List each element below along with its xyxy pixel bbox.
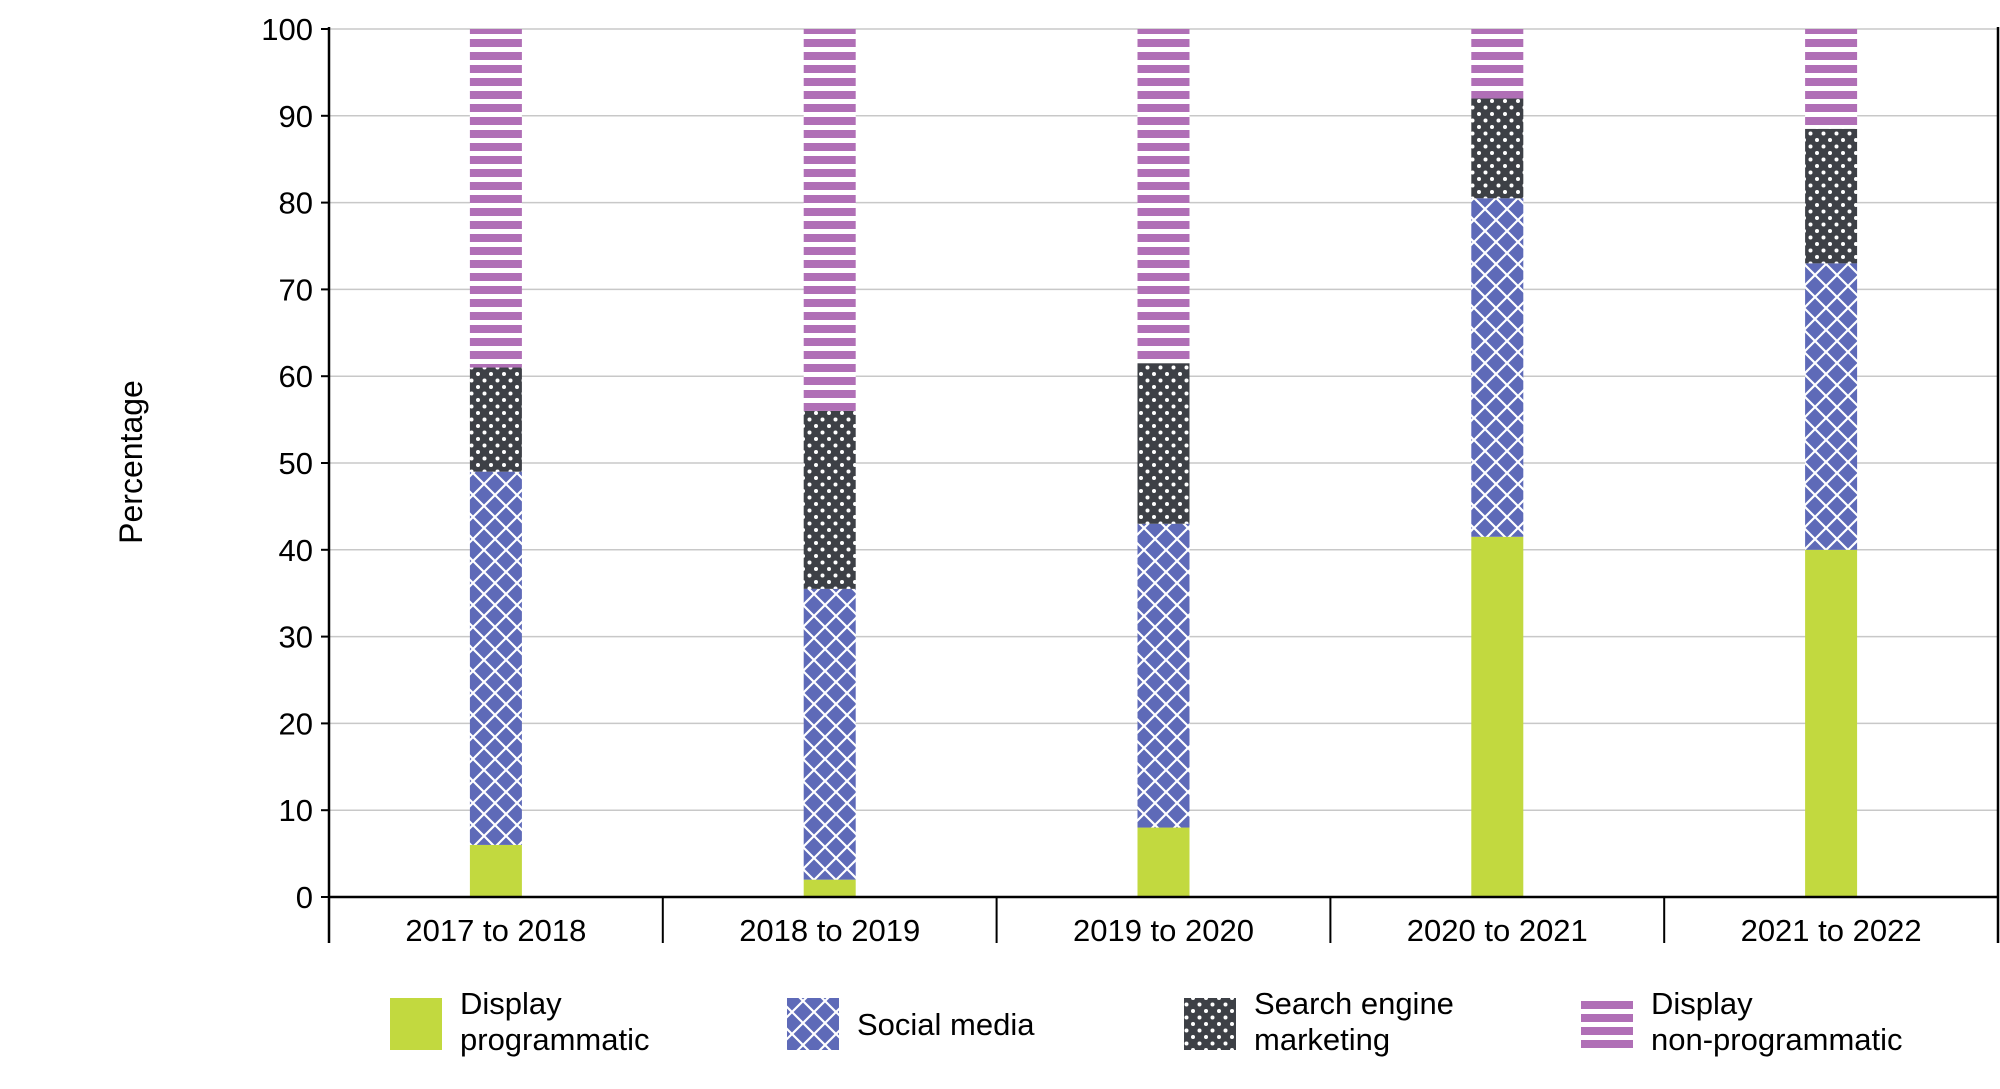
bar-segment-social-media [469, 471, 522, 845]
legend-label: Social media [857, 1007, 1035, 1042]
legend-label-line: Social media [857, 1007, 1035, 1042]
legend-label: Search engine marketing [1254, 986, 1454, 1057]
legend-label: Display non-programmatic [1651, 986, 1903, 1057]
y-tick-label: 60 [279, 359, 313, 394]
axes: 0 10 20 30 40 50 60 70 80 90 100 2017 to 2018 2018 t… [261, 12, 2000, 948]
x-tick-label: 2020 to 2021 [1407, 913, 1588, 948]
legend-label: Display programmatic [460, 986, 650, 1057]
bars [469, 29, 1858, 897]
y-tick-label: 50 [279, 446, 313, 481]
bar-segment-social-media [1471, 198, 1524, 537]
bar-segment-display-non-programmatic [803, 29, 856, 411]
y-tick-label: 20 [279, 706, 313, 741]
bar-segment-display-programmatic [1471, 536, 1524, 897]
bar-segment-social-media [1137, 523, 1190, 828]
y-tick-label: 10 [279, 793, 313, 828]
legend-label-line: Search engine [1254, 986, 1454, 1021]
legend-label-line: programmatic [460, 1022, 650, 1057]
legend-swatch [1581, 998, 1633, 1050]
y-tick-label: 40 [279, 533, 313, 568]
legend-swatch [787, 998, 839, 1050]
x-tick-label: 2017 to 2018 [405, 913, 586, 948]
x-tick-label: 2019 to 2020 [1073, 913, 1254, 948]
bar-segment-display-non-programmatic [1471, 29, 1524, 99]
bar-segment-display-programmatic [1805, 549, 1858, 897]
y-axis-label: Percentage [113, 380, 149, 544]
y-tick-label: 90 [279, 99, 313, 134]
legend-label-line: non-programmatic [1651, 1022, 1903, 1057]
legend-swatch [390, 998, 442, 1050]
bar-segment-search-engine-marketing [1137, 363, 1190, 524]
x-tick-label: 2018 to 2019 [739, 913, 920, 948]
legend-swatch [1184, 998, 1236, 1050]
y-tick-label: 80 [279, 186, 313, 221]
bar-segment-search-engine-marketing [803, 410, 856, 589]
bar-segment-display-non-programmatic [1805, 29, 1858, 129]
bar-segment-search-engine-marketing [1805, 128, 1858, 264]
x-tick-label: 2021 to 2022 [1741, 913, 1922, 948]
y-tick-label: 30 [279, 620, 313, 655]
bar-segment-display-non-programmatic [469, 29, 522, 368]
bar-segment-search-engine-marketing [1471, 98, 1524, 199]
bar-segment-display-programmatic [1137, 827, 1190, 897]
legend-label-line: Display [1651, 986, 1753, 1021]
bar-segment-social-media [803, 588, 856, 880]
y-tick-label: 0 [296, 880, 313, 915]
y-tick-label: 70 [279, 272, 313, 307]
bar-segment-social-media [1805, 263, 1858, 550]
bar-segment-display-programmatic [803, 879, 856, 897]
legend-label-line: Display [460, 986, 562, 1021]
bar-segment-display-non-programmatic [1137, 29, 1190, 364]
bar-segment-display-programmatic [469, 844, 522, 897]
y-tick-label: 100 [261, 12, 313, 47]
legend-label-line: marketing [1254, 1022, 1390, 1057]
bar-segment-search-engine-marketing [469, 367, 522, 472]
